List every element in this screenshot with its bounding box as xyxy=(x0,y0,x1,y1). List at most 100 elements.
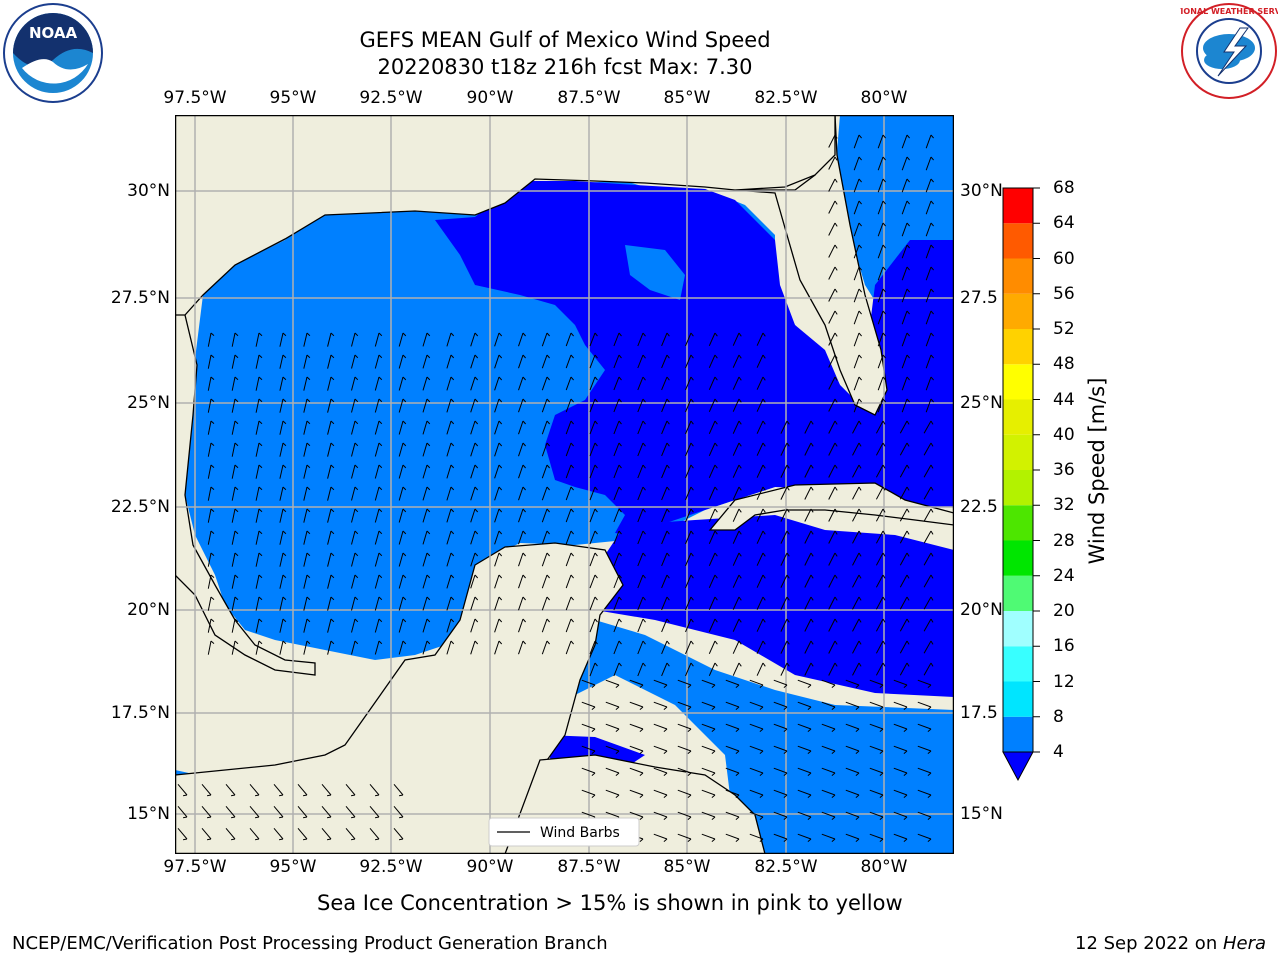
wind-barb-flag xyxy=(546,508,550,513)
colorbar-cell xyxy=(1003,505,1033,541)
wind-barb xyxy=(637,530,644,545)
wind-barb xyxy=(589,574,596,589)
wind-barb xyxy=(303,508,308,523)
wind-barb xyxy=(629,723,644,730)
wind-barb xyxy=(398,640,404,655)
wind-barb-flag xyxy=(426,640,431,645)
wind-barb-flag xyxy=(642,420,646,425)
wind-barb-flag xyxy=(690,618,694,623)
colorbar-cell xyxy=(1003,540,1033,576)
wind-barb xyxy=(345,783,356,796)
wind-barb-flag xyxy=(807,838,812,842)
wind-barb xyxy=(470,574,476,589)
wind-barb-flag xyxy=(402,486,407,491)
wind-barb-flag xyxy=(834,486,838,491)
wind-barb xyxy=(797,789,812,796)
wind-barb xyxy=(201,827,212,840)
wind-barb xyxy=(303,530,308,545)
wind-barb xyxy=(732,618,740,632)
wind-barb-flag xyxy=(450,420,455,425)
wind-barb xyxy=(780,420,788,434)
wind-barb xyxy=(589,376,596,391)
wind-barb-flag xyxy=(810,662,814,667)
wind-barb-flag xyxy=(903,816,908,820)
wind-barb-flag xyxy=(351,838,356,841)
wind-barb xyxy=(773,701,788,708)
wind-barb xyxy=(780,486,788,500)
wind-barb xyxy=(677,679,692,686)
footer-machine: Hera xyxy=(1222,933,1266,954)
wind-barb-flag xyxy=(354,486,359,491)
wind-barb xyxy=(877,178,884,193)
wind-barb-flag xyxy=(570,618,574,623)
wind-barb-flag xyxy=(738,530,742,535)
wind-barb-flag xyxy=(210,420,215,424)
wind-barb-flag xyxy=(258,508,263,513)
wind-barb-flag xyxy=(618,464,622,469)
wind-barb xyxy=(899,618,908,632)
wind-barb xyxy=(518,376,524,391)
wind-barb-flag xyxy=(834,244,838,249)
colorbar-tick-label: 48 xyxy=(1053,354,1075,375)
wind-barb xyxy=(804,596,812,610)
wind-barb-flag xyxy=(351,794,356,797)
wind-barb-flag xyxy=(546,618,550,623)
wind-barb xyxy=(804,442,812,456)
wind-barb xyxy=(685,574,692,589)
wind-barb-flag xyxy=(306,596,311,601)
wind-barb xyxy=(374,398,380,413)
wind-barb-flag xyxy=(354,508,359,513)
wind-barb xyxy=(923,596,932,610)
wind-barb xyxy=(901,266,908,281)
wind-barb xyxy=(756,420,764,434)
wind-barb-flag xyxy=(930,552,934,557)
wind-barb-flag xyxy=(783,750,788,754)
lon-tick-top: 97.5°W xyxy=(163,88,227,108)
wind-barb-flag xyxy=(522,332,526,337)
wind-barb xyxy=(279,486,284,501)
wind-barb-flag xyxy=(450,442,455,447)
wind-barb xyxy=(351,376,356,391)
colorbar-cell xyxy=(1003,646,1033,682)
wind-barb-flag xyxy=(183,838,188,841)
wind-barb-flag xyxy=(615,772,620,776)
wind-barb xyxy=(732,530,740,544)
wind-barb-flag xyxy=(234,442,239,447)
wind-barb xyxy=(893,833,908,840)
wind-barb xyxy=(875,442,884,456)
wind-barb xyxy=(869,723,884,730)
colorbar-cell xyxy=(1003,258,1033,294)
wind-barb xyxy=(637,442,644,457)
wind-barb xyxy=(494,442,500,457)
colorbar-cell xyxy=(1003,293,1033,329)
wind-barb xyxy=(685,508,692,523)
wind-barb xyxy=(279,420,284,435)
wind-barb-flag xyxy=(783,816,788,820)
wind-barb-flag xyxy=(426,508,431,513)
wind-barb xyxy=(541,442,548,457)
wind-barb-flag xyxy=(354,376,359,381)
wind-barb-flag xyxy=(282,332,287,337)
wind-barb-flag xyxy=(450,640,455,645)
wind-barb xyxy=(899,640,908,654)
wind-barb xyxy=(398,376,404,391)
wind-barb xyxy=(351,530,356,545)
wind-barb-flag xyxy=(687,728,692,732)
wind-barb-flag xyxy=(927,728,932,732)
wind-barb-flag xyxy=(663,706,668,710)
wind-barb xyxy=(749,811,764,818)
wind-barb-flag xyxy=(354,640,359,645)
footer-date-text: 12 Sep 2022 on xyxy=(1075,933,1223,954)
wind-barb-flag xyxy=(879,772,884,776)
wind-barb xyxy=(756,464,764,478)
wind-barb xyxy=(708,420,716,435)
wind-barb-flag xyxy=(426,442,431,447)
wind-barb xyxy=(901,134,908,149)
wind-barb xyxy=(177,783,188,796)
wind-barb xyxy=(255,596,260,611)
wind-barb xyxy=(923,618,932,632)
wind-barb-flag xyxy=(735,772,740,776)
wind-barb-flag xyxy=(282,354,287,359)
wind-barb-flag xyxy=(642,442,646,447)
wind-barb xyxy=(773,789,788,796)
